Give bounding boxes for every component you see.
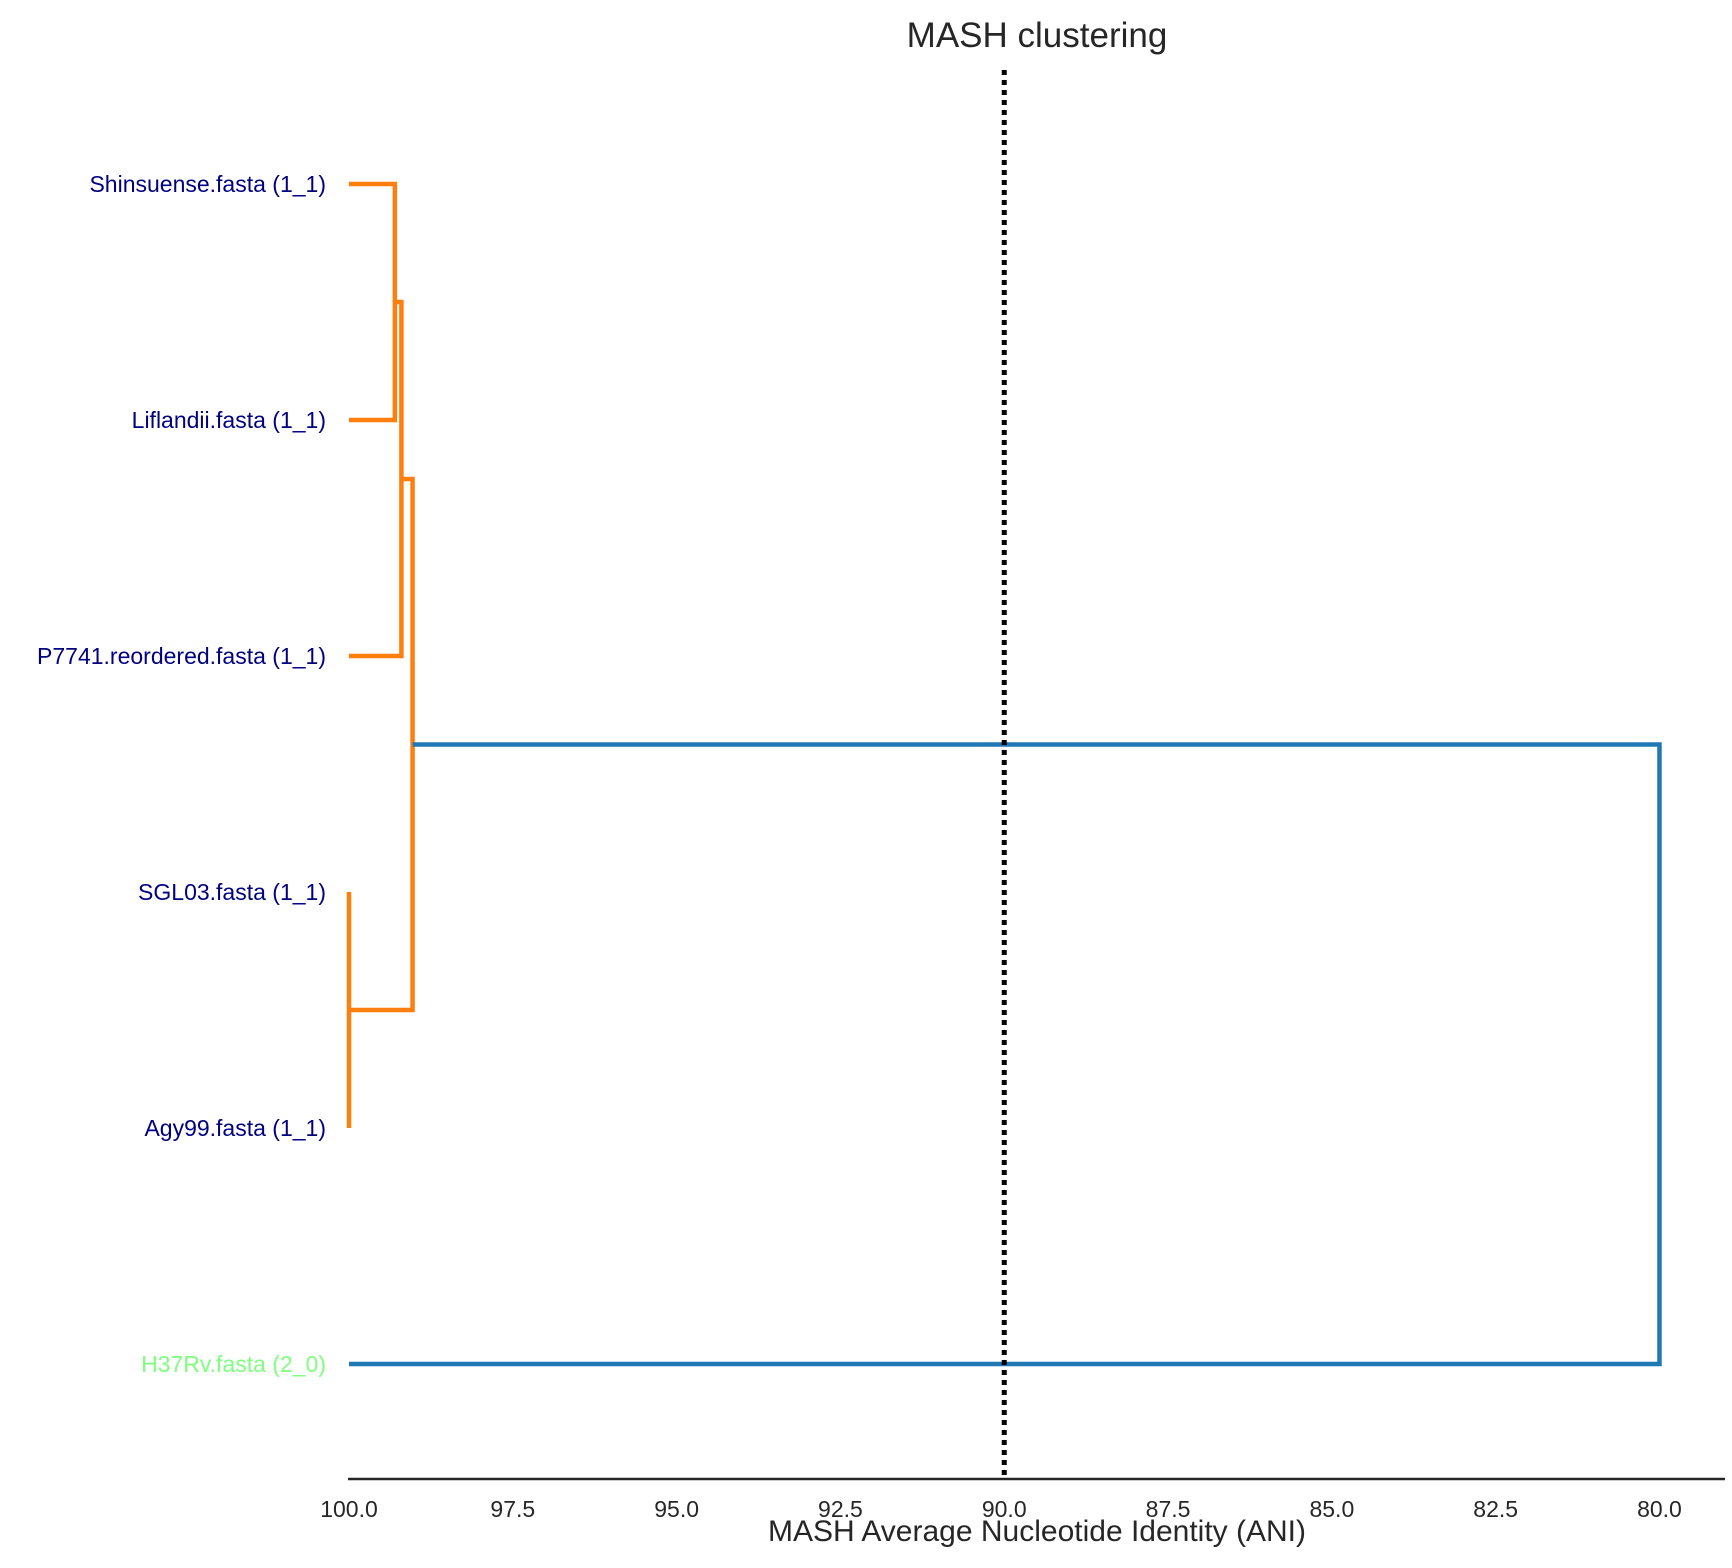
x-tick-label: 80.0 — [1637, 1496, 1682, 1522]
x-axis-label: MASH Average Nucleotide Identity (ANI) — [768, 1515, 1306, 1548]
x-tick-label: 92.5 — [818, 1496, 863, 1522]
x-tick-label: 100.0 — [320, 1496, 378, 1522]
x-tick-label: 95.0 — [654, 1496, 699, 1522]
leaf-label: SGL03.fasta (1_1) — [138, 879, 326, 905]
x-tick-label: 87.5 — [1146, 1496, 1191, 1522]
dendrogram-branch — [349, 181, 398, 423]
leaf-label: Agy99.fasta (1_1) — [144, 1115, 326, 1141]
x-tick-label: 82.5 — [1473, 1496, 1518, 1522]
x-tick-label: 90.0 — [982, 1496, 1027, 1522]
leaf-label: Liflandii.fasta (1_1) — [132, 407, 326, 433]
leaf-label: Shinsuense.fasta (1_1) — [89, 171, 326, 197]
dendrogram-branch — [349, 299, 404, 659]
x-tick-labels: 100.0 97.5 95.0 92.5 90.0 87.5 85.0 82.5 80.0 — [320, 1496, 1682, 1522]
leaf-label: P7741.reordered.fasta (1_1) — [37, 643, 326, 669]
leaf-labels: Shinsuense.fasta (1_1) Liflandii.fasta (1… — [37, 171, 326, 1377]
leaf-label: H37Rv.fasta (2_0) — [141, 1351, 326, 1377]
dendrogram-branch — [349, 476, 415, 1013]
x-tick-label: 97.5 — [490, 1496, 535, 1522]
chart-title: MASH clustering — [907, 16, 1168, 55]
x-tick-label: 85.0 — [1309, 1496, 1354, 1522]
